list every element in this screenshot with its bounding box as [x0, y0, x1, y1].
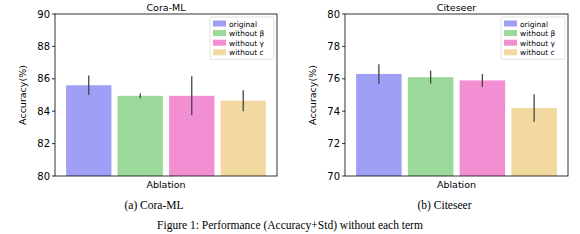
legend: originalwithout βwithout γwithout c: [210, 17, 274, 59]
legend-label: original: [229, 20, 257, 29]
legend-frame: [501, 17, 565, 59]
error-bar: [378, 64, 379, 83]
chart: 70 72 74 76 78 80 Citeseer Accuracy(%) Ablation (…: [307, 2, 568, 212]
y-tick: [52, 111, 55, 112]
y-tick-label: 70: [327, 171, 340, 182]
legend-label: without γ: [229, 39, 265, 48]
y-tick: [342, 46, 345, 47]
error-line: [88, 76, 89, 95]
error-bar: [534, 94, 535, 122]
bar: [356, 74, 402, 176]
legend-label: without c: [229, 48, 264, 57]
subplot-caption: (a) Cora-ML: [124, 199, 183, 212]
subplot-caption: (b) Citeseer: [418, 199, 472, 212]
error-bar: [482, 74, 483, 87]
chart-title: Citeseer: [437, 2, 476, 13]
y-tick-label: 88: [37, 41, 50, 52]
y-tick: [52, 14, 55, 15]
bar: [460, 80, 506, 176]
figure: 80 82 84 86 88 90 Cora-ML Accuracy(%) Ablation (a…: [0, 0, 580, 234]
error-bar: [430, 71, 431, 84]
frame: [55, 14, 277, 176]
legend-label: without c: [520, 48, 555, 57]
legend-frame: [210, 17, 274, 59]
bars: [66, 76, 266, 176]
y-tick-label: 86: [37, 73, 50, 84]
figure-caption: Figure 1: Performance (Accuracy+Std) wit…: [157, 219, 423, 232]
bar: [66, 85, 111, 176]
error-line: [191, 76, 192, 115]
error-bar: [140, 93, 141, 98]
y-tick: [342, 78, 345, 79]
y-tick: [52, 176, 55, 177]
bars: [356, 64, 557, 176]
error-line: [140, 93, 141, 98]
y-tick: [342, 111, 345, 112]
legend-label: without γ: [520, 39, 556, 48]
y-tick: [342, 143, 345, 144]
error-line: [378, 64, 379, 83]
y-axis-label: Accuracy(%): [307, 65, 318, 125]
y-tick-label: 76: [327, 73, 340, 84]
error-line: [533, 94, 534, 122]
y-tick-label: 84: [37, 106, 50, 117]
frame: [345, 14, 568, 176]
y-tick: [52, 78, 55, 79]
y-tick: [52, 46, 55, 47]
error-line: [243, 90, 244, 111]
y-tick: [342, 176, 345, 177]
bar: [118, 96, 163, 176]
legend-swatch: [213, 30, 226, 36]
legend-swatch: [504, 21, 517, 27]
x-axis-label: Ablation: [437, 179, 476, 190]
error-line: [482, 74, 483, 87]
y-tick-label: 72: [327, 138, 340, 149]
error-bar: [243, 90, 244, 111]
y-tick-label: 74: [327, 106, 340, 117]
y-tick: [342, 14, 345, 15]
legend-swatch: [504, 49, 517, 55]
legend-swatch: [213, 40, 226, 46]
legend-label: original: [520, 20, 548, 29]
y-tick-label: 90: [37, 9, 50, 20]
y-tick-label: 80: [327, 9, 340, 20]
chart: 80 82 84 86 88 90 Cora-ML Accuracy(%) Ablation (a…: [17, 2, 277, 212]
y-tick-label: 78: [327, 41, 340, 52]
bar: [221, 101, 266, 176]
error-line: [430, 71, 431, 84]
y-axis-label: Accuracy(%): [17, 65, 28, 125]
legend-swatch: [213, 49, 226, 55]
legend-swatch: [504, 30, 517, 36]
chart-title: Cora-ML: [146, 2, 186, 13]
x-axis-label: Ablation: [146, 179, 185, 190]
legend-label: without β: [229, 29, 265, 38]
error-bar: [191, 76, 192, 115]
y-tick-label: 82: [37, 138, 50, 149]
legend-swatch: [504, 40, 517, 46]
legend-swatch: [213, 21, 226, 27]
y-tick-label: 80: [37, 171, 50, 182]
bar: [408, 77, 454, 176]
error-bar: [88, 76, 89, 95]
y-tick: [52, 143, 55, 144]
legend: originalwithout βwithout γwithout c: [501, 17, 565, 59]
legend-label: without β: [520, 29, 556, 38]
